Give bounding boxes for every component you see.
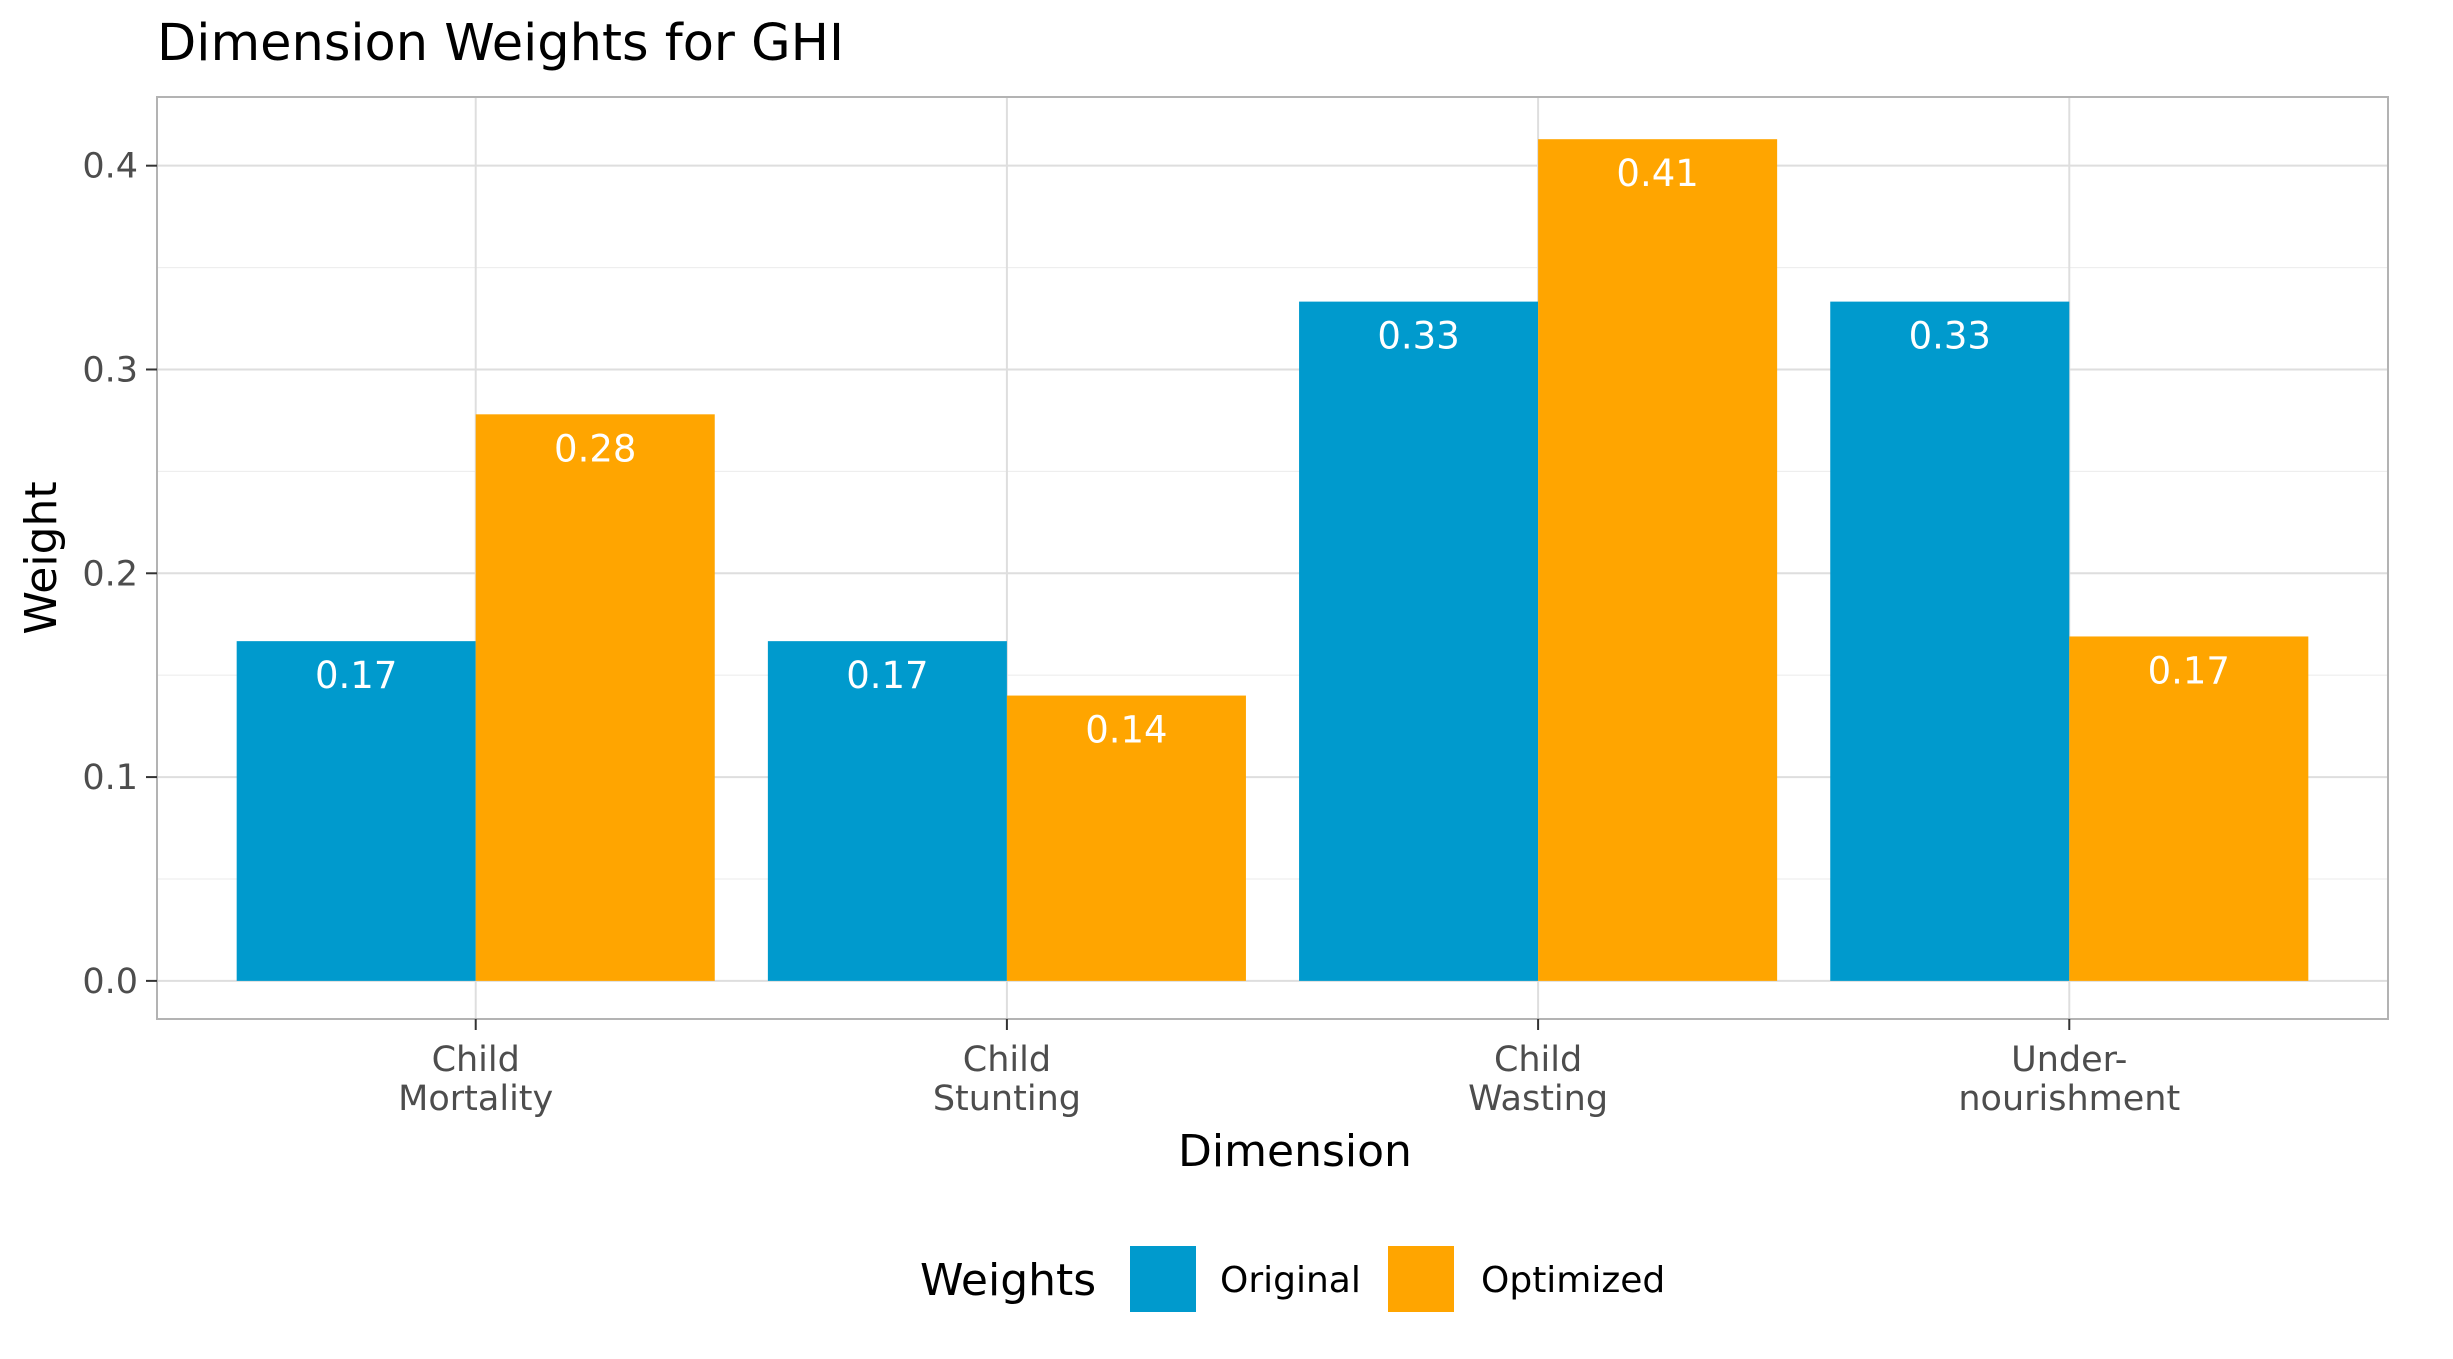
y-tick-label: 0.4 bbox=[82, 147, 138, 187]
bar-label-optimized: 0.14 bbox=[1085, 709, 1167, 752]
bar-original bbox=[1830, 301, 2070, 981]
x-axis-title: Dimension bbox=[1178, 1126, 1412, 1177]
bar-original bbox=[767, 641, 1007, 981]
chart-title: Dimension Weights for GHI bbox=[157, 14, 844, 73]
plot-border bbox=[156, 96, 2389, 1020]
y-axis-ticks: 0.0 0.1 0.2 0.3 0.4 bbox=[82, 147, 157, 1002]
bar-label-optimized: 0.28 bbox=[554, 427, 636, 470]
y-tick-label: 0.3 bbox=[82, 350, 138, 390]
bar-label-optimized: 0.41 bbox=[1616, 152, 1698, 195]
bar-label-original: 0.33 bbox=[1377, 315, 1459, 358]
legend-label-optimized: Optimized bbox=[1481, 1260, 1665, 1301]
x-axis-ticks: ChildMortalityChildStuntingChildWastingU… bbox=[398, 1019, 2180, 1119]
x-tick-label: Wasting bbox=[1468, 1079, 1608, 1119]
bar-label-original: 0.17 bbox=[315, 654, 397, 697]
bar-labels: 0.17 0.17 0.33 0.33 0.28 0.14 0.41 0.17 bbox=[315, 152, 2230, 751]
bar-optimized bbox=[1538, 139, 1778, 981]
x-tick-label: nourishment bbox=[1958, 1079, 2180, 1119]
x-tick-label: Mortality bbox=[398, 1079, 553, 1119]
bar-label-optimized: 0.17 bbox=[2148, 649, 2230, 692]
legend-label-original: Original bbox=[1220, 1260, 1361, 1301]
y-tick-label: 0.0 bbox=[82, 962, 138, 1002]
y-tick-label: 0.1 bbox=[82, 758, 138, 798]
bar-label-original: 0.33 bbox=[1909, 315, 1991, 358]
x-tick-label: Under- bbox=[2011, 1040, 2127, 1080]
x-tick-label: Stunting bbox=[933, 1079, 1081, 1119]
legend-title: Weights bbox=[920, 1255, 1096, 1306]
x-tick-label: Child bbox=[1494, 1040, 1582, 1080]
y-tick-label: 0.2 bbox=[82, 554, 138, 594]
x-tick-label: Child bbox=[963, 1040, 1051, 1080]
bar-original bbox=[236, 641, 476, 981]
legend-swatch-optimized bbox=[1388, 1246, 1454, 1312]
y-axis-title: Weight bbox=[16, 481, 67, 634]
x-tick-label: Child bbox=[432, 1040, 520, 1080]
bar-label-original: 0.17 bbox=[846, 654, 928, 697]
bar-optimized bbox=[1006, 695, 1246, 981]
legend-swatch-original bbox=[1130, 1246, 1196, 1312]
bar-optimized bbox=[475, 414, 715, 981]
bar-original bbox=[1299, 301, 1539, 981]
legend: Weights Original Optimized bbox=[920, 1246, 1665, 1312]
bar-optimized bbox=[2069, 636, 2309, 981]
bars bbox=[236, 139, 2309, 981]
